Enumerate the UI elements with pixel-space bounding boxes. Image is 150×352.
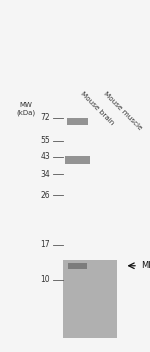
Bar	[63, 260, 117, 338]
Bar	[67, 118, 88, 125]
Text: 26: 26	[41, 191, 50, 200]
Text: 72: 72	[41, 113, 50, 122]
Text: MW
(kDa): MW (kDa)	[16, 102, 35, 115]
Text: 17: 17	[41, 240, 50, 249]
Text: 55: 55	[40, 136, 50, 145]
Text: 34: 34	[40, 170, 50, 179]
Text: 43: 43	[40, 152, 50, 161]
Text: Mouse muscle: Mouse muscle	[102, 91, 143, 132]
Text: 10: 10	[41, 275, 50, 284]
Text: Mouse brain: Mouse brain	[80, 91, 115, 126]
Bar	[64, 156, 90, 164]
Text: MIF: MIF	[141, 261, 150, 270]
Bar	[68, 263, 87, 269]
